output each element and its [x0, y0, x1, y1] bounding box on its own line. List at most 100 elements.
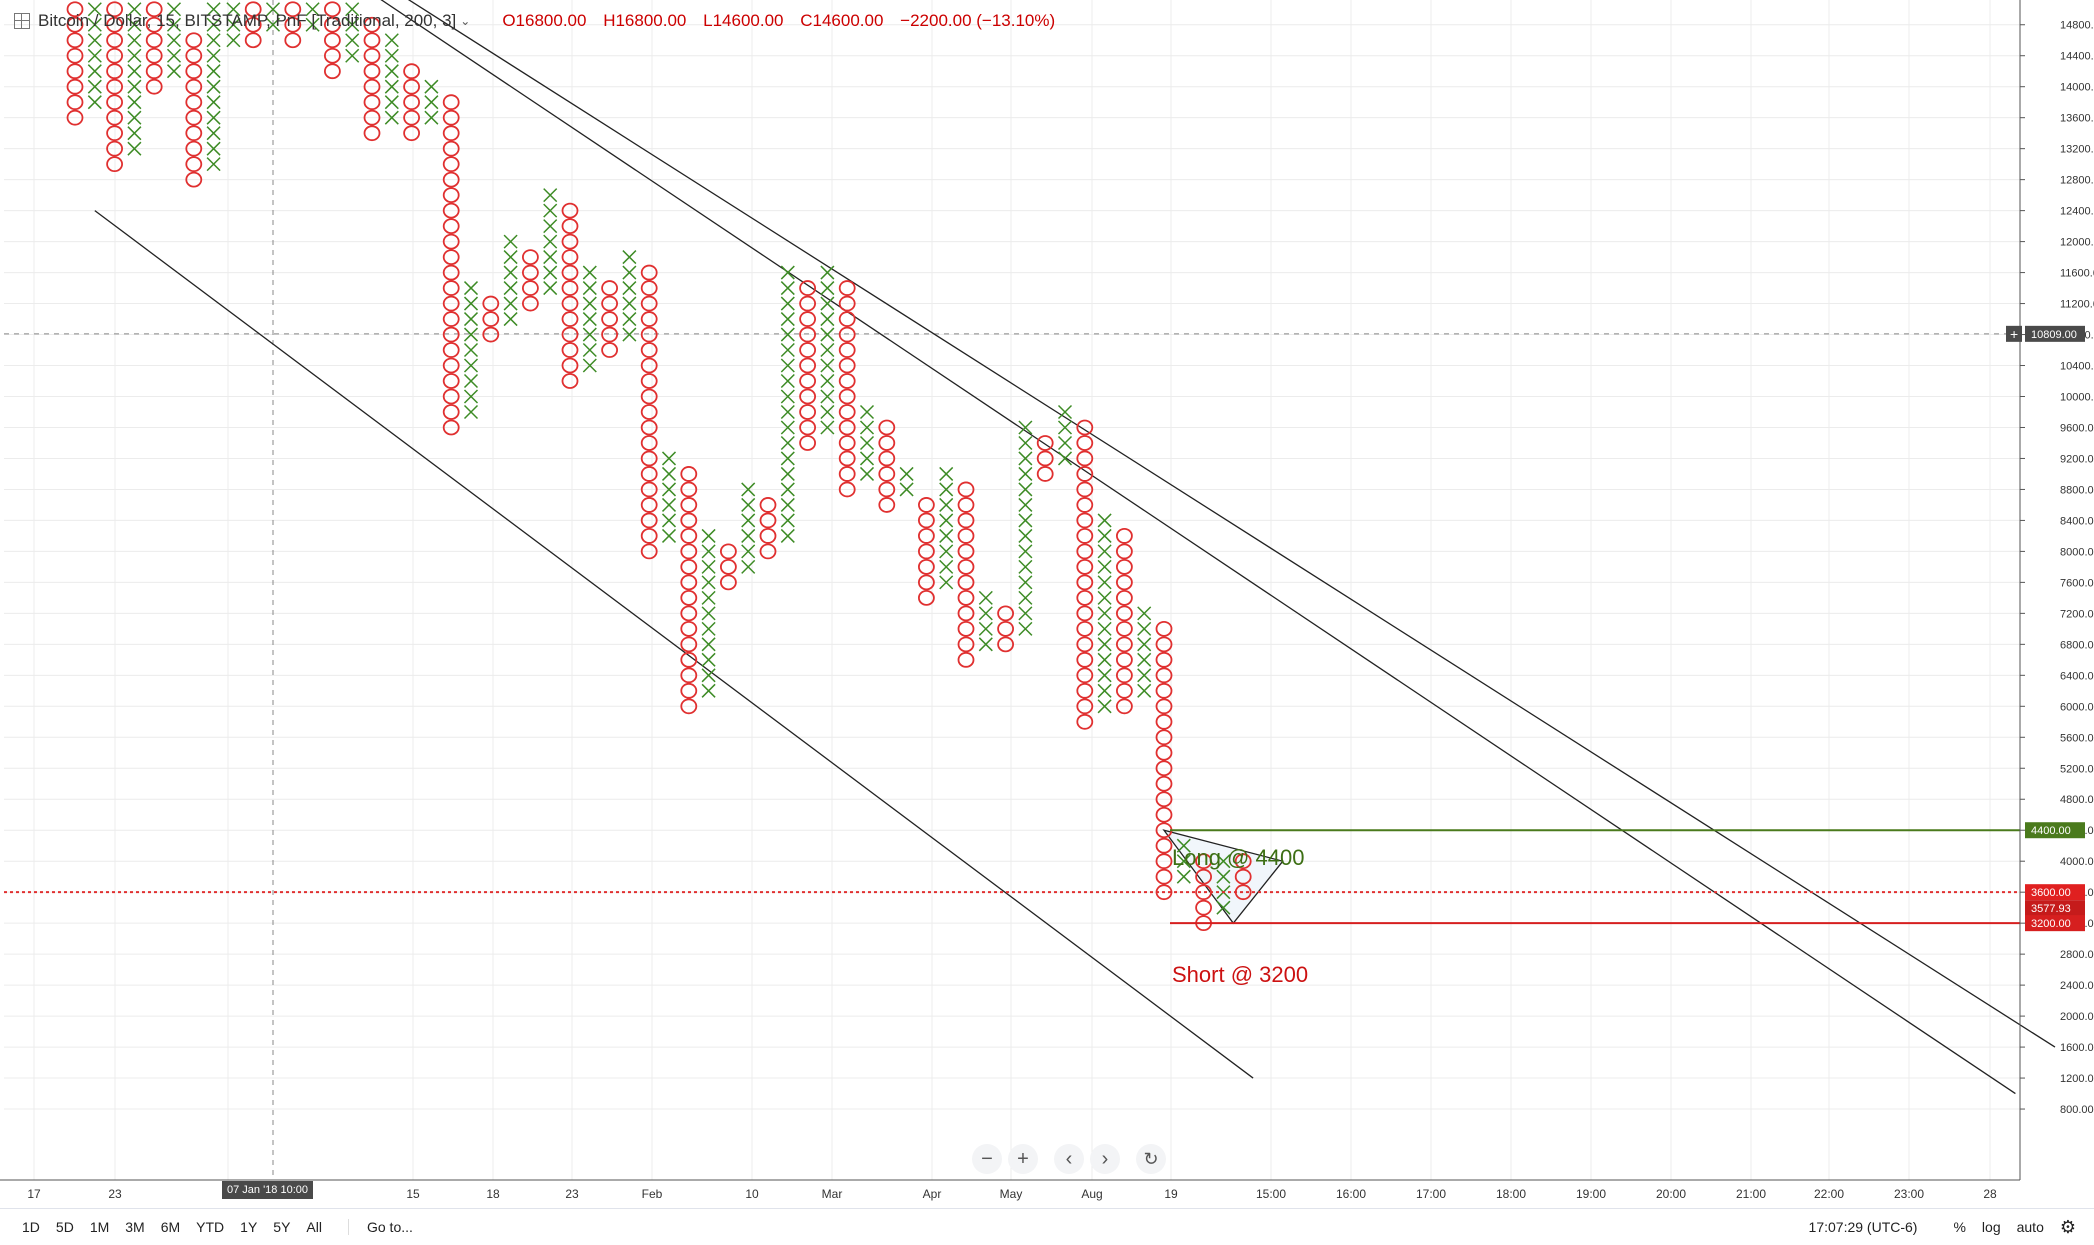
x-box: [939, 575, 954, 590]
price-tick-label: 6400.00: [2060, 670, 2094, 682]
o-box: [1076, 682, 1094, 699]
x-box: [780, 342, 795, 358]
x-box: [780, 373, 795, 389]
range-3m[interactable]: 3M: [125, 1219, 145, 1235]
time-tick-label: 20:00: [1656, 1187, 1686, 1201]
chevron-down-icon[interactable]: ⌄: [460, 14, 471, 28]
scroll-left-button[interactable]: ‹: [1054, 1144, 1084, 1174]
price-tick-label: 4800.00: [2060, 794, 2094, 806]
x-box: [701, 668, 716, 683]
x-box: [582, 358, 597, 373]
x-box: [820, 265, 835, 280]
o-box: [323, 32, 341, 49]
expand-legend-icon[interactable]: [14, 13, 30, 29]
o-box: [838, 373, 856, 389]
current-price-tag-text: 3577.93: [2031, 903, 2071, 915]
o-box: [601, 280, 618, 296]
time-tick-label: 22:00: [1814, 1187, 1844, 1201]
o-box: [878, 466, 896, 482]
x-box: [701, 544, 716, 559]
range-all[interactable]: All: [306, 1219, 322, 1235]
price-tick-label: 12800.00: [2060, 175, 2094, 187]
x-box: [206, 141, 221, 156]
x-box: [87, 79, 102, 94]
log-toggle[interactable]: log: [1981, 1219, 2001, 1235]
time-tick-label: Apr: [923, 1187, 942, 1201]
o-box: [1234, 868, 1252, 885]
price-tick-label: 11600.00: [2060, 268, 2094, 280]
x-box: [741, 528, 756, 543]
x-box: [463, 342, 479, 358]
clock-display[interactable]: 17:07:29 (UTC-6): [1808, 1219, 1918, 1235]
x-box: [978, 606, 993, 621]
time-tick-label: Mar: [822, 1187, 843, 1201]
o-box: [284, 16, 302, 33]
x-box: [1097, 544, 1112, 559]
x-box: [622, 327, 637, 342]
x-box: [226, 33, 241, 48]
range-1d[interactable]: 1D: [22, 1219, 40, 1235]
x-box: [582, 265, 597, 280]
x-box: [939, 544, 954, 559]
o-box: [323, 16, 341, 33]
range-1y[interactable]: 1Y: [240, 1219, 258, 1235]
x-box: [206, 79, 221, 94]
zoom-in-button[interactable]: +: [1008, 1144, 1038, 1174]
x-box: [345, 2, 360, 17]
range-5d[interactable]: 5D: [55, 1219, 74, 1235]
time-tick-label: Aug: [1081, 1187, 1102, 1201]
x-box: [1137, 606, 1152, 621]
symbol-title[interactable]: Bitcoin / Dollar, 15, BITSTAMP, PnF [Tra…: [38, 11, 457, 30]
range-5y[interactable]: 5Y: [273, 1219, 291, 1235]
gear-icon[interactable]: ⚙: [2059, 1216, 2076, 1237]
x-box: [859, 404, 875, 420]
percent-toggle[interactable]: %: [1953, 1219, 1966, 1235]
o-box: [680, 512, 698, 529]
x-box: [127, 141, 142, 156]
x-box: [1097, 683, 1112, 698]
price-tick-label: 5200.00: [2060, 763, 2094, 775]
x-box: [1018, 435, 1033, 451]
current-price-tag: 3577.93: [2025, 900, 2085, 917]
o-box: [680, 698, 698, 715]
goto-button[interactable]: Go to...: [347, 1219, 413, 1235]
x-box: [661, 466, 677, 481]
x-box: [463, 296, 479, 311]
price-tick-label: 2800.00: [2060, 949, 2094, 961]
o-box: [720, 543, 737, 560]
o-box: [442, 140, 460, 157]
o-box: [957, 512, 975, 529]
zoom-out-button[interactable]: −: [972, 1144, 1002, 1174]
o-box: [838, 466, 856, 482]
o-box: [106, 78, 123, 95]
x-box: [503, 296, 518, 311]
price-axis[interactable]: 800.00 1200.00 1600.00 2000.00 2400.00 2800.0…: [2006, 0, 2094, 1180]
range-6m[interactable]: 6M: [160, 1219, 181, 1235]
o-box: [403, 109, 421, 126]
o-box: [601, 295, 618, 312]
time-axis[interactable]: 17232151823Feb10MarAprMayAug1915:0016:00…: [0, 1179, 2020, 1201]
o-box: [997, 605, 1014, 622]
x-box: [820, 404, 835, 420]
o-box: [403, 125, 421, 142]
x-box: [780, 482, 795, 497]
x-box: [543, 203, 558, 218]
x-box: [741, 559, 756, 574]
x-box: [701, 683, 716, 698]
scroll-right-button[interactable]: ›: [1090, 1144, 1120, 1174]
range-ytd[interactable]: YTD: [196, 1219, 225, 1235]
auto-toggle[interactable]: auto: [2016, 1219, 2044, 1235]
x-box: [463, 404, 479, 420]
o-box: [838, 342, 856, 358]
price-tick-label: 10400.00: [2060, 361, 2094, 373]
o-box: [838, 419, 856, 436]
o-box: [106, 32, 123, 49]
x-box: [543, 265, 558, 280]
x-box: [899, 482, 914, 497]
x-box: [206, 110, 221, 125]
x-box: [345, 17, 360, 32]
range-1m[interactable]: 1M: [89, 1219, 110, 1235]
o-box: [957, 528, 975, 544]
reset-chart-button[interactable]: ↻: [1136, 1144, 1166, 1174]
